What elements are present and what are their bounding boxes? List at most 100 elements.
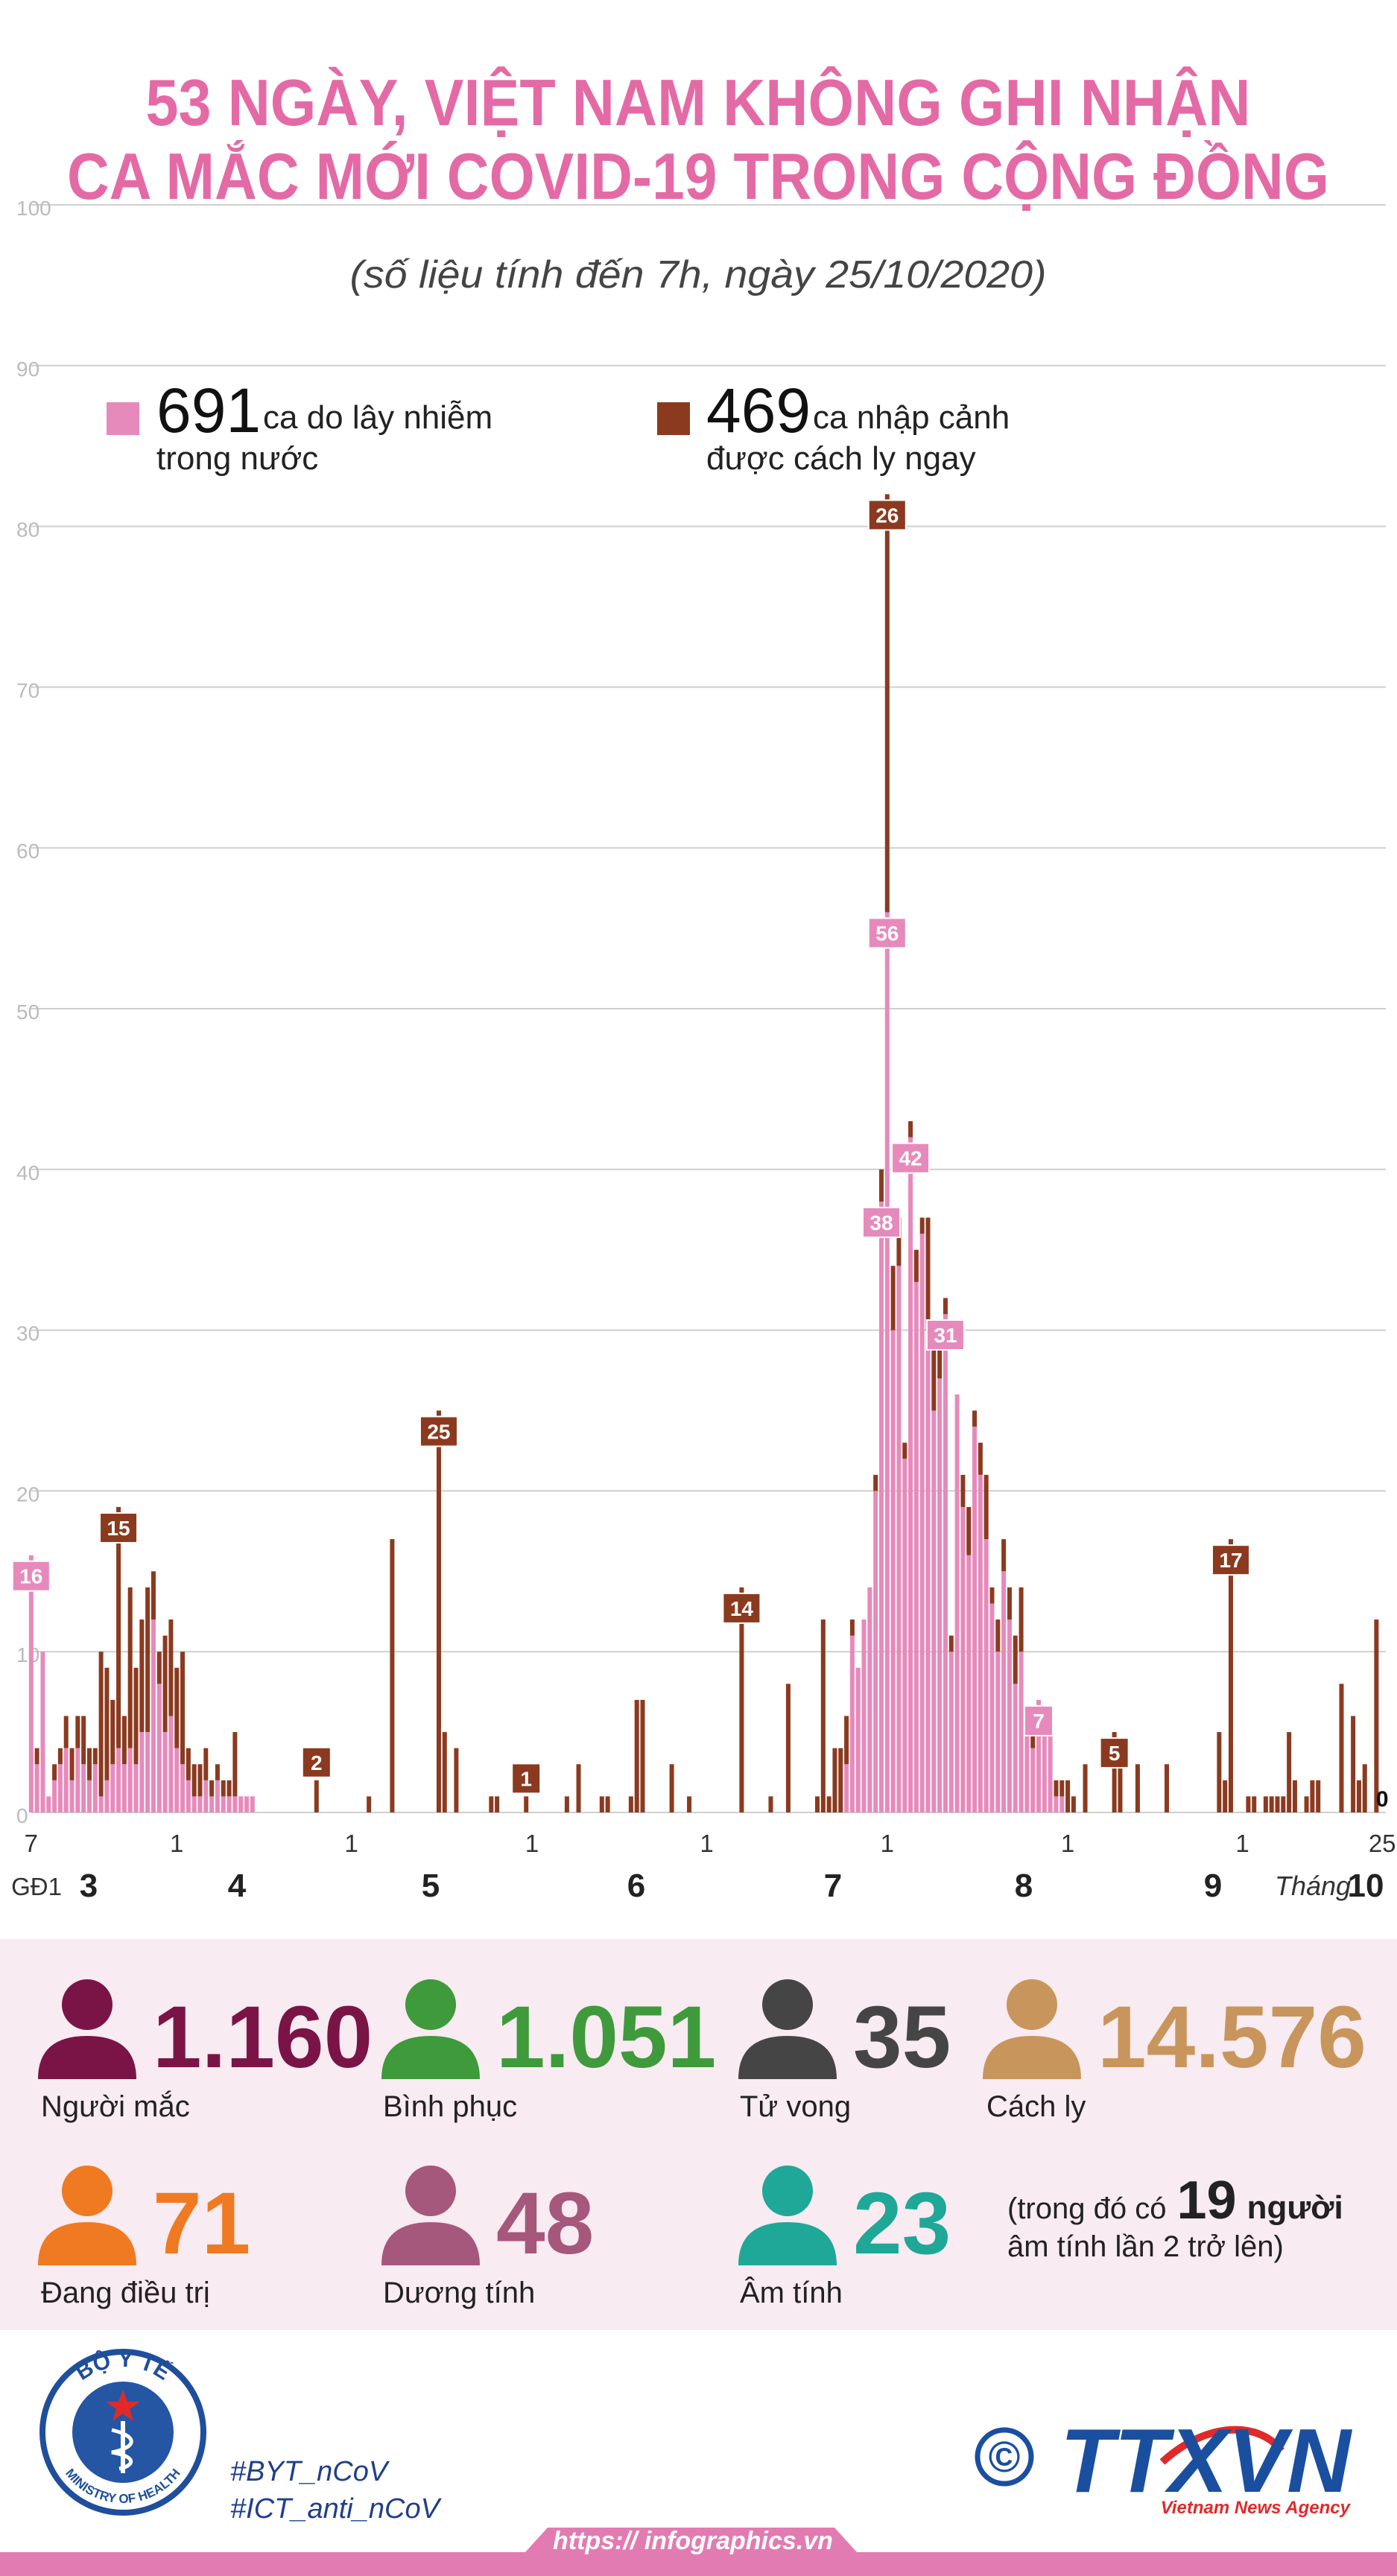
- bar-segment: [227, 1796, 232, 1812]
- x-tick-label: 1: [170, 1830, 183, 1857]
- footer-bar: [0, 2552, 1397, 2576]
- note: (trong đó có 19 người: [1007, 2171, 1343, 2230]
- bar-segment: [98, 1796, 104, 1812]
- agency-name: Vietnam News Agency: [1161, 2498, 1352, 2518]
- bar-segment: [628, 1796, 633, 1812]
- bar-segment: [57, 1764, 63, 1812]
- bar-segment: [162, 1635, 168, 1733]
- bar-segment: [116, 1748, 121, 1812]
- bar-segment: [908, 1137, 913, 1812]
- bar-segment: [232, 1796, 238, 1812]
- x-tick-label: 1: [881, 1830, 894, 1857]
- bar-segment: [884, 912, 890, 1812]
- bar-segment: [925, 1330, 931, 1812]
- logo-snake: [111, 2428, 133, 2471]
- x-tick-label: 1: [1235, 1830, 1249, 1857]
- bar-segment: [1281, 1796, 1286, 1812]
- bar-segment: [1356, 1780, 1361, 1812]
- month-label: 9: [1204, 1868, 1222, 1904]
- bar-segment: [454, 1748, 459, 1812]
- value-label: 7: [1033, 1710, 1045, 1733]
- bar-segment: [576, 1764, 581, 1812]
- bar-segment: [209, 1780, 215, 1797]
- bar-segment: [250, 1796, 255, 1812]
- bar-segment: [191, 1796, 197, 1812]
- x-tick-label: 1: [345, 1830, 358, 1857]
- bar-segment: [139, 1732, 145, 1812]
- bar-segment: [1083, 1764, 1088, 1812]
- person-icon-head: [1007, 1979, 1057, 2030]
- stat-value: 1.051: [496, 1988, 716, 2087]
- bar-segment: [1054, 1780, 1059, 1797]
- value-label: 15: [107, 1517, 130, 1540]
- bar-segment: [989, 1587, 995, 1604]
- bar-segment: [634, 1699, 639, 1812]
- bar-segment: [1118, 1748, 1123, 1812]
- bar-segment: [436, 1410, 441, 1812]
- copyright: ©: [989, 2433, 1021, 2481]
- bar-segment: [127, 1748, 133, 1812]
- bar-segment: [884, 494, 890, 913]
- bar-segment: [943, 1298, 948, 1315]
- bar-segment: [1269, 1796, 1274, 1812]
- title-line: 53 NGÀY, VIỆT NAM KHÔNG GHI NHẬN: [146, 66, 1251, 139]
- bar-segment: [367, 1796, 372, 1812]
- stat-label: Tử vong: [740, 2090, 851, 2123]
- person-icon-body: [738, 2036, 837, 2079]
- bar-segment: [931, 1346, 937, 1411]
- bar-segment: [849, 1635, 855, 1812]
- bar-segment: [442, 1732, 447, 1812]
- legend-label: ca nhập cảnh được cách ly ngay: [706, 399, 1010, 477]
- person-icon-head: [405, 1979, 456, 2030]
- bar-segment: [52, 1780, 57, 1812]
- bar-segment: [878, 1201, 884, 1812]
- bar-segment: [63, 1748, 69, 1812]
- bar-segment: [599, 1796, 604, 1812]
- bar-segment: [98, 1652, 104, 1797]
- bar-segment: [1048, 1732, 1053, 1812]
- value-label: 5: [1109, 1742, 1121, 1765]
- month-label: 3: [80, 1868, 98, 1904]
- bar-segment: [978, 1474, 983, 1812]
- value-label-box: [861, 1206, 901, 1238]
- legend-swatch: [657, 402, 690, 435]
- bar-segment: [1304, 1796, 1309, 1812]
- bar-segment: [925, 1217, 931, 1330]
- bar-segment: [995, 1652, 1001, 1812]
- bar-segment: [1007, 1587, 1012, 1620]
- bar-segment: [1024, 1732, 1030, 1812]
- bar-segment: [873, 1491, 878, 1812]
- bar-segment: [605, 1796, 610, 1812]
- url: https:// infographics.vn: [553, 2527, 833, 2555]
- bar-segment: [1007, 1619, 1012, 1812]
- bar-segment: [28, 1555, 34, 1812]
- x-tick-label: 7: [25, 1830, 38, 1857]
- bar-segment: [687, 1796, 692, 1812]
- bar-segment: [954, 1394, 960, 1812]
- bar-segment: [209, 1796, 215, 1812]
- value-label-box: [891, 1142, 931, 1174]
- bar-segment: [151, 1619, 156, 1812]
- person-icon-body: [738, 2222, 837, 2265]
- bar-segment: [902, 1442, 907, 1459]
- stat-value: 35: [853, 1988, 951, 2087]
- phase-label: GĐ1: [11, 1873, 62, 1900]
- stat-label: Âm tính: [740, 2276, 843, 2309]
- bar-segment: [238, 1796, 244, 1812]
- bar-segment: [972, 1410, 978, 1427]
- bar-segment: [46, 1796, 51, 1812]
- bar-segment: [57, 1748, 63, 1765]
- bar-segment: [1001, 1571, 1007, 1812]
- month-label: 7: [824, 1868, 842, 1904]
- bar-segment: [989, 1603, 995, 1812]
- stat-label: Dương tính: [383, 2277, 535, 2309]
- bar-segment: [215, 1764, 220, 1780]
- bar-segment: [221, 1780, 226, 1797]
- bar-segment: [913, 1281, 919, 1812]
- value-label: 42: [899, 1147, 922, 1170]
- bar-segment: [133, 1667, 139, 1765]
- bar-segment: [34, 1748, 39, 1765]
- bar-segment: [948, 1652, 954, 1812]
- bar-segment: [960, 1506, 966, 1812]
